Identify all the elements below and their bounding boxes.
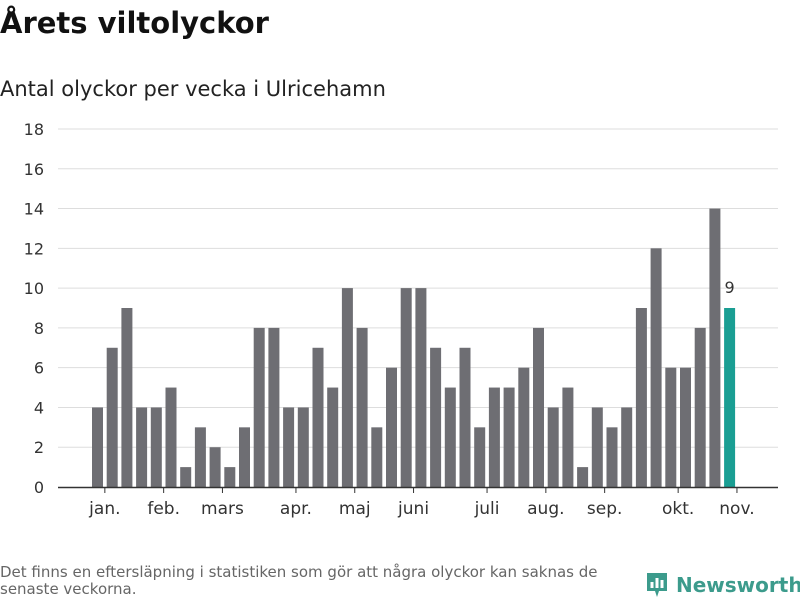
x-tick-label: sep. <box>587 499 623 519</box>
bar <box>650 248 662 487</box>
bar <box>253 327 265 487</box>
bar <box>268 327 280 487</box>
bar <box>430 347 442 487</box>
bar <box>283 407 295 487</box>
x-tick-label: nov. <box>719 499 754 519</box>
bar <box>709 208 721 488</box>
bar <box>106 347 118 487</box>
bar <box>239 427 250 487</box>
y-tick-label: 2 <box>34 438 44 457</box>
y-tick-label: 18 <box>24 120 44 139</box>
bar <box>136 407 148 487</box>
y-tick-label: 16 <box>24 160 44 179</box>
y-tick-label: 4 <box>34 398 44 417</box>
bar <box>547 407 559 487</box>
x-tick-label: juni <box>397 499 429 519</box>
bar <box>209 447 221 487</box>
bar <box>341 288 353 487</box>
bar <box>665 367 677 487</box>
bar <box>150 407 162 487</box>
bar <box>194 427 206 487</box>
bar <box>474 427 486 487</box>
bar <box>680 367 691 487</box>
bar <box>635 308 647 487</box>
chart-subtitle: Antal olyckor per vecka i Ulricehamn <box>0 77 386 101</box>
x-tick-label: mars <box>201 499 244 519</box>
bar <box>92 407 103 487</box>
x-tick-label: maj <box>339 499 371 519</box>
bar <box>503 387 515 487</box>
bar <box>694 327 706 487</box>
bar <box>327 387 339 487</box>
bar <box>386 367 397 487</box>
bar-chart-bubble-icon <box>647 573 667 597</box>
footnote: Det finns en eftersläpning i statistiken… <box>0 563 598 598</box>
bar <box>533 327 544 487</box>
y-tick-label: 14 <box>24 200 44 219</box>
bar-highlight <box>724 308 736 487</box>
bar-chart: 0 2 4 6 8 10 12 14 16 18 9 jan. feb. mars apr. maj juni j… <box>24 120 778 519</box>
x-tick-label: jan. <box>88 499 120 519</box>
bar <box>606 427 618 487</box>
bar <box>371 427 383 487</box>
bar <box>577 467 589 487</box>
bar <box>488 387 500 487</box>
brand-name: Newsworthy <box>676 573 800 597</box>
bar <box>459 347 471 487</box>
bar <box>180 467 192 487</box>
y-tick-label: 12 <box>24 239 44 258</box>
x-tick-label: aug. <box>527 499 564 519</box>
bar <box>415 288 427 487</box>
x-tick-label: juli <box>474 499 500 519</box>
x-tick-label: okt. <box>662 499 694 519</box>
x-tick-label: apr. <box>280 499 312 519</box>
y-tick-label: 0 <box>34 478 44 497</box>
y-tick-label: 10 <box>24 279 44 298</box>
bar <box>121 308 133 487</box>
bar <box>356 327 368 487</box>
bar <box>224 467 236 487</box>
data-label: 9 <box>725 278 735 297</box>
chart-title: Årets viltolyckor <box>0 6 269 40</box>
bar <box>562 387 574 487</box>
brand-logo[interactable]: Newsworthy <box>645 570 800 600</box>
bar <box>518 367 530 487</box>
bar <box>165 387 177 487</box>
bar <box>621 407 633 487</box>
bar <box>312 347 324 487</box>
bar <box>297 407 309 487</box>
x-tick-label: feb. <box>147 499 180 519</box>
bar <box>591 407 603 487</box>
y-tick-label: 8 <box>34 319 44 338</box>
y-tick-label: 6 <box>34 359 44 378</box>
bar <box>444 387 456 487</box>
bar <box>400 288 412 487</box>
